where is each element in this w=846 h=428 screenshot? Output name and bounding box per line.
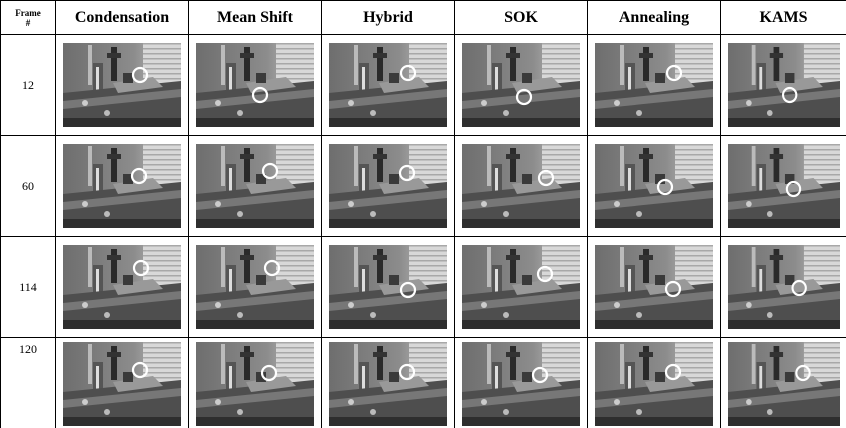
result-cell — [322, 237, 455, 338]
result-cell — [721, 136, 846, 237]
tracking-image — [196, 245, 314, 329]
scene — [63, 43, 181, 127]
scene — [63, 342, 181, 426]
method-header: Annealing — [588, 1, 721, 35]
scene — [63, 245, 181, 329]
method-header: Condensation — [56, 1, 189, 35]
scene — [462, 144, 580, 228]
table-row: 114 — [1, 237, 846, 338]
scene — [329, 245, 447, 329]
method-header: Hybrid — [322, 1, 455, 35]
tracking-image — [329, 144, 447, 228]
tracking-image — [63, 342, 181, 426]
tracking-image — [462, 144, 580, 228]
frame-number: 120 — [1, 338, 56, 428]
tracking-image — [196, 43, 314, 127]
tracking-image — [728, 43, 840, 127]
tracking-image — [728, 245, 840, 329]
scene — [462, 245, 580, 329]
frame-header: Frame # — [1, 1, 56, 35]
tracking-image — [595, 342, 713, 426]
results-table: Frame #CondensationMean ShiftHybridSOKAn… — [0, 0, 846, 428]
tracking-image — [329, 43, 447, 127]
tracking-image — [595, 43, 713, 127]
result-cell — [322, 136, 455, 237]
tracking-image — [329, 342, 447, 426]
result-cell — [189, 338, 322, 428]
table-row: 60 — [1, 136, 846, 237]
result-cell — [455, 237, 588, 338]
scene — [728, 342, 840, 426]
result-cell — [721, 237, 846, 338]
result-cell — [455, 35, 588, 136]
tracking-image — [63, 43, 181, 127]
tracking-image — [595, 144, 713, 228]
tracking-image — [728, 342, 840, 426]
tracking-image — [196, 144, 314, 228]
result-cell — [189, 136, 322, 237]
result-cell — [56, 35, 189, 136]
tracking-image — [196, 342, 314, 426]
result-cell — [189, 35, 322, 136]
frame-number: 114 — [1, 237, 56, 338]
scene — [728, 245, 840, 329]
page: {"table": { "header": ["Frame #", "Conde… — [0, 0, 846, 421]
result-cell — [322, 35, 455, 136]
scene — [196, 245, 314, 329]
scene — [196, 342, 314, 426]
scene — [63, 144, 181, 228]
scene — [595, 144, 713, 228]
scene — [595, 43, 713, 127]
result-cell — [455, 136, 588, 237]
tracking-image — [462, 43, 580, 127]
result-cell — [56, 338, 189, 428]
result-cell — [56, 136, 189, 237]
result-cell — [588, 338, 721, 428]
result-cell — [721, 338, 846, 428]
frame-number: 60 — [1, 136, 56, 237]
result-cell — [721, 35, 846, 136]
tracking-image — [462, 342, 580, 426]
method-header: SOK — [455, 1, 588, 35]
scene — [728, 144, 840, 228]
scene — [595, 245, 713, 329]
result-cell — [189, 237, 322, 338]
result-cell — [588, 35, 721, 136]
frame-number: 12 — [1, 35, 56, 136]
tracking-image — [63, 245, 181, 329]
table-row: 120 — [1, 338, 846, 428]
tracking-image — [329, 245, 447, 329]
scene — [329, 43, 447, 127]
result-cell — [588, 136, 721, 237]
scene — [462, 43, 580, 127]
tracking-image — [462, 245, 580, 329]
table-row: 12 — [1, 35, 846, 136]
method-header: KAMS — [721, 1, 846, 35]
scene — [728, 43, 840, 127]
scene — [595, 342, 713, 426]
result-cell — [588, 237, 721, 338]
result-cell — [322, 338, 455, 428]
scene — [196, 43, 314, 127]
result-cell — [455, 338, 588, 428]
scene — [329, 144, 447, 228]
scene — [329, 342, 447, 426]
scene — [196, 144, 314, 228]
tracking-image — [595, 245, 713, 329]
tracking-image — [63, 144, 181, 228]
method-header: Mean Shift — [189, 1, 322, 35]
result-cell — [56, 237, 189, 338]
scene — [462, 342, 580, 426]
tracking-image — [728, 144, 840, 228]
